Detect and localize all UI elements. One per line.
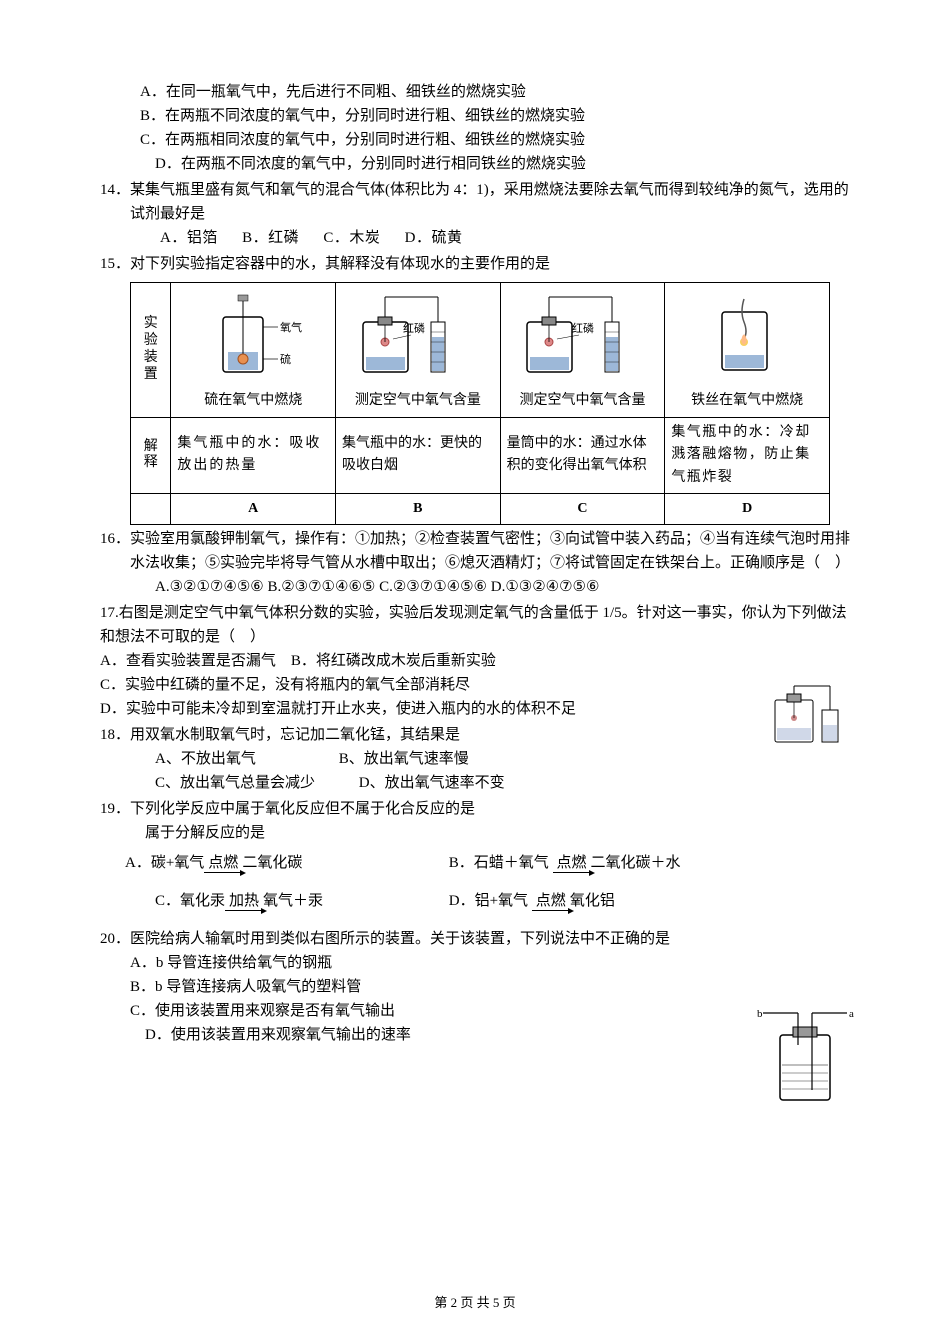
q17-d: D．实验中可能未冷却到室温就打开止水夹，使进入瓶内的水的体积不足 xyxy=(100,697,850,721)
label-b: B xyxy=(336,493,501,524)
q17-ab: A．查看实验装置是否漏气 B．将红磷改成木炭后重新实验 xyxy=(100,649,850,673)
diagram-a: 氧气 硫 硫在氧气中燃烧 xyxy=(171,283,336,418)
svg-text:红磷: 红磷 xyxy=(572,322,594,335)
exp-c: 量筒中的水：通过水体积的变化得出氧气体积 xyxy=(500,417,665,493)
svg-text:红磷: 红磷 xyxy=(403,322,425,335)
q20: 20．医院给病人输氧时用到类似右图所示的装置。关于该装置，下列说法中不正确的是 … xyxy=(100,927,850,1047)
caption-a: 硫在氧气中燃烧 xyxy=(177,390,329,412)
q13-option-b: B．在两瓶不同浓度的氧气中，分别同时进行粗、细铁丝的燃烧实验 xyxy=(140,104,850,128)
q20-a: A．b 导管连接供给氧气的钢瓶 xyxy=(130,951,850,975)
q14-options: A．铝箔 B．红磷 C．木炭 D．硫黄 xyxy=(160,226,850,250)
exp-d: 集气瓶中的水：冷却溅落融熔物，防止集气瓶炸裂 xyxy=(665,417,830,493)
label-b: b xyxy=(757,1008,763,1020)
q14-stem: 14．某集气瓶里盛有氮气和氧气的混合气体(体积比为 4：1)，采用燃烧法要除去氧… xyxy=(130,178,850,226)
q13-option-a: A．在同一瓶氧气中，先后进行不同粗、细铁丝的燃烧实验 xyxy=(140,80,850,104)
label-d: D xyxy=(665,493,830,524)
q15-table: 实验装置 氧气 硫 硫在氧气中燃烧 xyxy=(130,282,830,525)
label-c: C xyxy=(500,493,665,524)
q18-stem: 18．用双氧水制取氧气时，忘记加二氧化锰，其结果是 xyxy=(100,723,850,747)
q19-c: C．氧化汞加热氧气＋汞 xyxy=(155,889,445,913)
label-a: a xyxy=(849,1008,854,1020)
q20-b: B．b 导管连接病人吸氧气的塑料管 xyxy=(130,975,850,999)
q14-a: A．铝箔 xyxy=(160,230,218,246)
diagram-b: 红磷 测定空气中氧气含量 xyxy=(336,283,501,418)
q14-b: B．红磷 xyxy=(242,230,299,246)
diagram-d: 铁丝在氧气中燃烧 xyxy=(665,283,830,418)
q14-d: D．硫黄 xyxy=(405,230,463,246)
q17-c: C．实验中红磷的量不足，没有将瓶内的氧气全部消耗尽 xyxy=(100,673,850,697)
q15: 15．对下列实验指定容器中的水，其解释没有体现水的主要作用的是 实验装置 氧气 … xyxy=(100,252,850,525)
q13-option-d: D．在两瓶不同浓度的氧气中，分别同时进行相同铁丝的燃烧实验 xyxy=(155,152,850,176)
q17-figure xyxy=(760,680,850,750)
caption-c: 测定空气中氧气含量 xyxy=(507,390,659,412)
row1-header: 实验装置 xyxy=(131,283,171,418)
row2-header: 解释 xyxy=(131,417,171,493)
q19: 19．下列化学反应中属于氧化反应但不属于化合反应的是 属于分解反应的是 A．碳+… xyxy=(100,797,850,913)
q18-a: A、不放出氧气 xyxy=(155,747,335,771)
caption-d: 铁丝在氧气中燃烧 xyxy=(671,390,823,412)
q19-a: A．碳+氧气点燃二氧化碳 xyxy=(125,851,445,875)
q20-c: C．使用该装置用来观察是否有氧气输出 xyxy=(130,999,850,1023)
svg-text:硫: 硫 xyxy=(280,352,291,366)
q19-stem2: 属于分解反应的是 xyxy=(145,821,850,845)
q19-b: B．石蜡＋氧气 点燃二氧化碳＋水 xyxy=(449,855,681,871)
q16-options: A.③②①⑦④⑤⑥ B.②③⑦①④⑥⑤ C.②③⑦①④⑤⑥ D.①③②④⑦⑤⑥ xyxy=(155,575,850,599)
q16-stem: 16．实验室用氯酸钾制氧气，操作有：①加热；②检查装置气密性；③向试管中装入药品… xyxy=(130,527,850,575)
q18-c: C、放出氧气总量会减少 xyxy=(155,771,355,795)
exp-b: 集气瓶中的水：更快的吸收白烟 xyxy=(336,417,501,493)
q20-d: D．使用该装置用来观察氧气输出的速率 xyxy=(145,1023,850,1047)
svg-text:氧气: 氧气 xyxy=(280,320,302,334)
q19-d: D．铝+氧气 点燃氧化铝 xyxy=(449,893,615,909)
q14-c: C．木炭 xyxy=(323,230,380,246)
q20-figure: b a xyxy=(755,1005,855,1115)
label-a: A xyxy=(171,493,336,524)
exp-a: 集气瓶中的水：吸收放出的热量 xyxy=(171,417,336,493)
q15-stem: 15．对下列实验指定容器中的水，其解释没有体现水的主要作用的是 xyxy=(100,252,850,276)
q14: 14．某集气瓶里盛有氮气和氧气的混合气体(体积比为 4：1)，采用燃烧法要除去氧… xyxy=(100,178,850,250)
blank-cell xyxy=(131,493,171,524)
page-footer: 第 2 页 共 5 页 xyxy=(0,1293,950,1314)
q17-stem: 17.右图是测定空气中氧气体积分数的实验，实验后发现测定氧气的含量低于 1/5。… xyxy=(100,601,850,649)
q16: 16．实验室用氯酸钾制氧气，操作有：①加热；②检查装置气密性；③向试管中装入药品… xyxy=(100,527,850,599)
q17: 17.右图是测定空气中氧气体积分数的实验，实验后发现测定氧气的含量低于 1/5。… xyxy=(100,601,850,721)
q18-b: B、放出氧气速率慢 xyxy=(339,751,469,767)
q20-stem: 20．医院给病人输氧时用到类似右图所示的装置。关于该装置，下列说法中不正确的是 xyxy=(100,927,850,951)
q18: 18．用双氧水制取氧气时，忘记加二氧化锰，其结果是 A、不放出氧气 B、放出氧气… xyxy=(100,723,850,795)
q18-d: D、放出氧气速率不变 xyxy=(359,775,505,791)
q19-stem1: 19．下列化学反应中属于氧化反应但不属于化合反应的是 xyxy=(100,797,850,821)
q13-option-c: C．在两瓶相同浓度的氧气中，分别同时进行粗、细铁丝的燃烧实验 xyxy=(140,128,850,152)
diagram-c: 红磷 测定空气中氧气含量 xyxy=(500,283,665,418)
caption-b: 测定空气中氧气含量 xyxy=(342,390,494,412)
